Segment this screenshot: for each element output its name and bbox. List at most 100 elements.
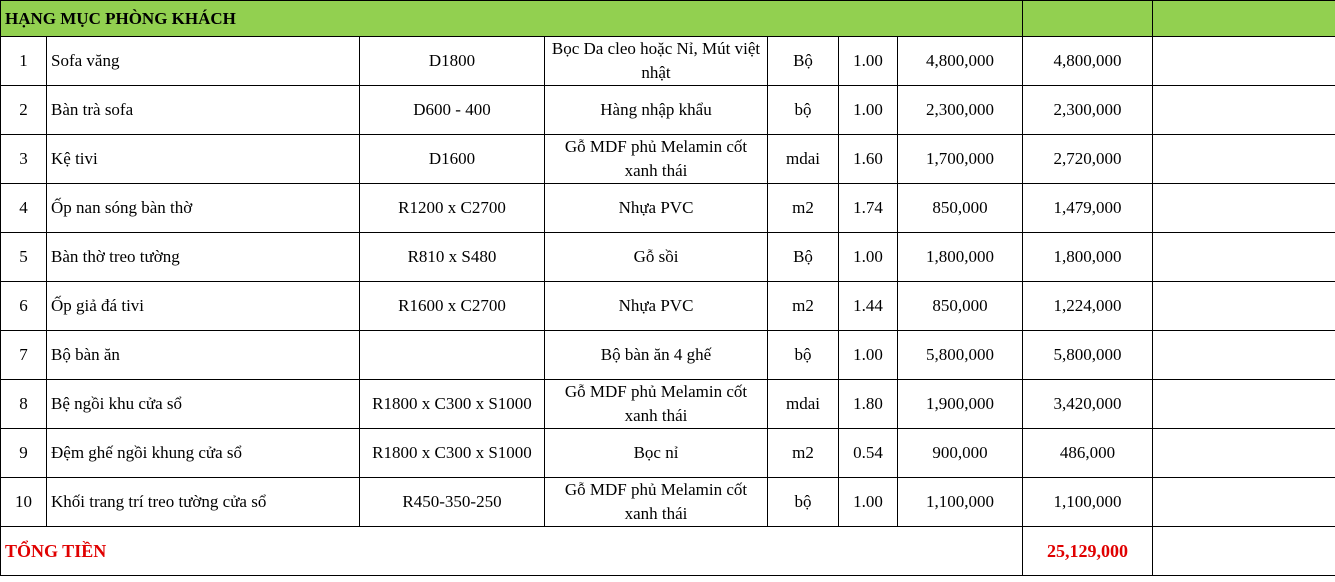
table-row: 8 Bệ ngồi khu cửa sổ R1800 x C300 x S1000 G…: [0, 379, 1335, 429]
cell-qty: 1.74: [838, 183, 898, 233]
cell-amount: 2,720,000: [1022, 134, 1154, 184]
cell-amount: 1,800,000: [1022, 232, 1154, 282]
cell-price: 1,900,000: [896, 379, 1024, 429]
cell-name: Bàn thờ treo tường: [46, 232, 360, 282]
cell-amount: 1,100,000: [1022, 477, 1154, 527]
cell-no: 8: [0, 379, 47, 429]
cell-size: R1800 x C300 x S1000: [359, 428, 545, 478]
cell-unit: m2: [767, 281, 839, 331]
cell-no: 9: [0, 428, 47, 478]
cell-price: 4,800,000: [896, 36, 1024, 86]
cell-qty: 1.00: [838, 477, 898, 527]
cell-note: [1152, 36, 1335, 86]
header-cell-amount: [1022, 0, 1154, 37]
cell-name: Kệ tivi: [46, 134, 360, 184]
cell-unit: m2: [767, 183, 839, 233]
cell-name: Ốp giả đá tivi: [46, 281, 360, 331]
cell-no: 3: [0, 134, 47, 184]
cell-price: 1,700,000: [896, 134, 1024, 184]
cell-qty: 1.44: [838, 281, 898, 331]
cell-note: [1152, 85, 1335, 135]
cell-price: 1,800,000: [896, 232, 1024, 282]
cell-name: Sofa văng: [46, 36, 360, 86]
total-row: TỔNG TIỀN 25,129,000: [0, 526, 1335, 576]
cell-material: Bộ bàn ăn 4 ghế: [544, 330, 768, 380]
cell-note: [1152, 428, 1335, 478]
cell-no: 10: [0, 477, 47, 527]
table-row: 9 Đệm ghế ngồi khung cửa sổ R1800 x C300 x…: [0, 428, 1335, 478]
cell-price: 850,000: [896, 183, 1024, 233]
cell-no: 2: [0, 85, 47, 135]
cell-note: [1152, 134, 1335, 184]
cell-amount: 1,224,000: [1022, 281, 1154, 331]
section-title: HẠNG MỤC PHÒNG KHÁCH: [0, 0, 1023, 37]
cell-material: Gỗ MDF phủ Melamin cốt xanh thái: [544, 134, 768, 184]
cell-material: Nhựa PVC: [544, 183, 768, 233]
cell-no: 4: [0, 183, 47, 233]
cell-note: [1152, 477, 1335, 527]
cell-qty: 1.00: [838, 85, 898, 135]
cell-name: Đệm ghế ngồi khung cửa sổ: [46, 428, 360, 478]
cell-name: Bộ bàn ăn: [46, 330, 360, 380]
cell-price: 850,000: [896, 281, 1024, 331]
cell-material: Gỗ MDF phủ Melamin cốt xanh thái: [544, 379, 768, 429]
table-row: 5 Bàn thờ treo tường R810 x S480 Gỗ sồi Bộ 1.…: [0, 232, 1335, 282]
cell-amount: 3,420,000: [1022, 379, 1154, 429]
cell-size: R810 x S480: [359, 232, 545, 282]
table-row: 7 Bộ bàn ăn Bộ bàn ăn 4 ghế bộ 1.00 5,800,000…: [0, 330, 1335, 380]
section-header-row: HẠNG MỤC PHÒNG KHÁCH: [0, 0, 1335, 37]
cell-size: D1800: [359, 36, 545, 86]
cell-unit: Bộ: [767, 232, 839, 282]
cell-amount: 5,800,000: [1022, 330, 1154, 380]
cell-material: Bọc nỉ: [544, 428, 768, 478]
cell-size: R1800 x C300 x S1000: [359, 379, 545, 429]
table-row: 6 Ốp giả đá tivi R1600 x C2700 Nhựa PVC m2 1.…: [0, 281, 1335, 331]
cell-unit: mdai: [767, 134, 839, 184]
cell-name: Bàn trà sofa: [46, 85, 360, 135]
header-cell-note: [1152, 0, 1335, 37]
cell-size: D1600: [359, 134, 545, 184]
cell-qty: 1.80: [838, 379, 898, 429]
cell-no: 7: [0, 330, 47, 380]
cell-unit: Bộ: [767, 36, 839, 86]
total-label: TỔNG TIỀN: [0, 526, 1024, 576]
table-row: 3 Kệ tivi D1600 Gỗ MDF phủ Melamin cốt xanh…: [0, 134, 1335, 184]
cell-note: [1152, 379, 1335, 429]
cell-price: 5,800,000: [896, 330, 1024, 380]
cell-unit: bộ: [767, 477, 839, 527]
cell-amount: 486,000: [1022, 428, 1154, 478]
cell-no: 5: [0, 232, 47, 282]
cell-price: 900,000: [896, 428, 1024, 478]
cell-size: D600 - 400: [359, 85, 545, 135]
cell-price: 1,100,000: [896, 477, 1024, 527]
cell-material: Hàng nhập khẩu: [544, 85, 768, 135]
cell-note: [1152, 281, 1335, 331]
cell-name: Khối trang trí treo tường cửa sổ: [46, 477, 360, 527]
table-row: 2 Bàn trà sofa D600 - 400 Hàng nhập khẩu bộ 1…: [0, 85, 1335, 135]
table-row: 10 Khối trang trí treo tường cửa sổ R450-3…: [0, 477, 1335, 527]
total-amount: 25,129,000: [1022, 526, 1154, 576]
cell-size: R450-350-250: [359, 477, 545, 527]
total-note: [1152, 526, 1335, 576]
cell-no: 6: [0, 281, 47, 331]
cell-material: Nhựa PVC: [544, 281, 768, 331]
cell-unit: m2: [767, 428, 839, 478]
cell-amount: 1,479,000: [1022, 183, 1154, 233]
cell-material: Gỗ sồi: [544, 232, 768, 282]
cell-price: 2,300,000: [896, 85, 1024, 135]
cell-qty: 1.60: [838, 134, 898, 184]
cell-material: Bọc Da cleo hoặc Nỉ, Mút việt nhật: [544, 36, 768, 86]
cell-unit: bộ: [767, 330, 839, 380]
cell-qty: 1.00: [838, 36, 898, 86]
cell-amount: 4,800,000: [1022, 36, 1154, 86]
cell-unit: bộ: [767, 85, 839, 135]
cell-no: 1: [0, 36, 47, 86]
cell-qty: 0.54: [838, 428, 898, 478]
cell-name: Bệ ngồi khu cửa sổ: [46, 379, 360, 429]
cell-size: R1200 x C2700: [359, 183, 545, 233]
cell-size: R1600 x C2700: [359, 281, 545, 331]
cell-note: [1152, 330, 1335, 380]
cell-note: [1152, 183, 1335, 233]
cell-qty: 1.00: [838, 330, 898, 380]
